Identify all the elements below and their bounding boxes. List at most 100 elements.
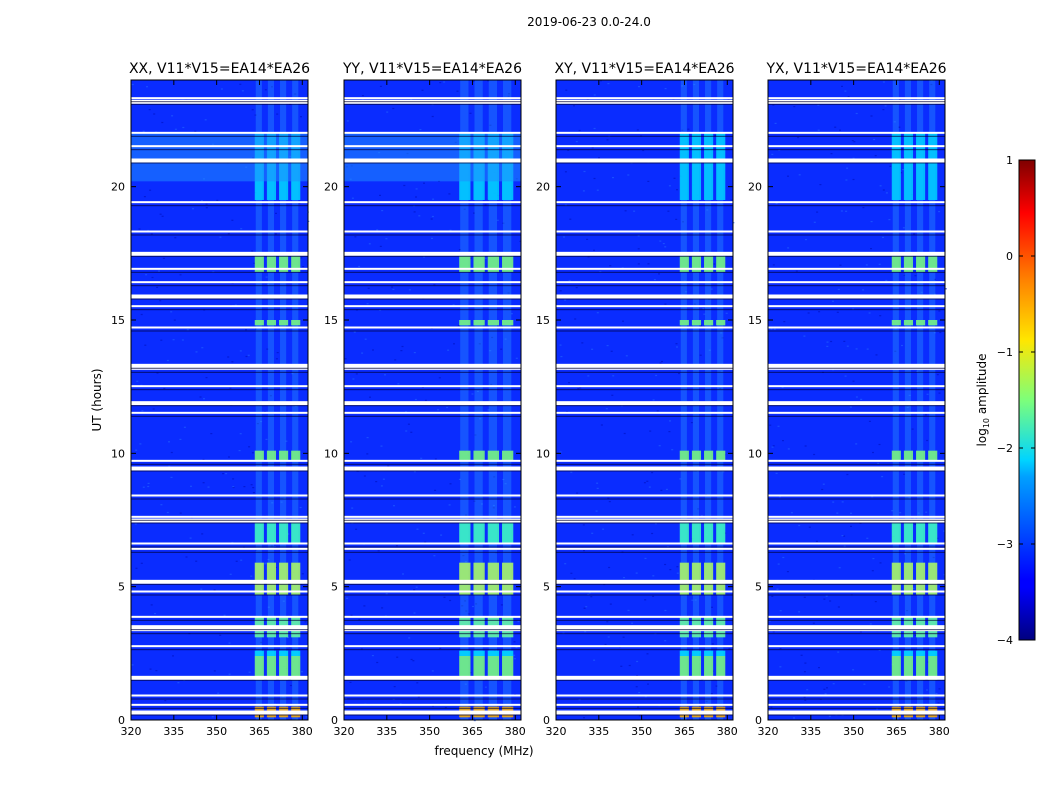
noise-speck bbox=[823, 688, 826, 690]
dark-row bbox=[344, 162, 521, 164]
noise-speck bbox=[255, 549, 258, 551]
dark-row bbox=[344, 679, 521, 681]
noise-speck bbox=[402, 573, 404, 575]
noise-speck bbox=[379, 309, 382, 311]
noise-speck bbox=[239, 350, 242, 352]
noise-speck bbox=[936, 374, 939, 376]
colorbar-tick-label: −2 bbox=[997, 442, 1013, 455]
dark-row bbox=[556, 285, 733, 287]
noise-speck bbox=[260, 420, 263, 423]
band-block bbox=[473, 320, 485, 326]
dark-row bbox=[768, 271, 945, 273]
noise-speck bbox=[816, 211, 819, 213]
dark-row bbox=[768, 498, 945, 500]
dark-row bbox=[344, 285, 521, 287]
colorbar-label-prefix: log bbox=[975, 428, 989, 446]
y-tick-label: 15 bbox=[536, 314, 550, 327]
noise-speck bbox=[433, 284, 436, 286]
band-block bbox=[716, 650, 726, 656]
noise-speck bbox=[583, 550, 585, 552]
noise-speck bbox=[658, 445, 661, 447]
band-block bbox=[928, 320, 938, 326]
noise-speck bbox=[300, 257, 303, 259]
noise-speck bbox=[305, 716, 308, 718]
noise-speck bbox=[243, 486, 246, 488]
band-block bbox=[459, 320, 471, 326]
band-block bbox=[704, 450, 714, 460]
dark-row bbox=[556, 298, 733, 300]
noise-speck bbox=[201, 533, 204, 535]
band-block bbox=[679, 562, 689, 595]
noise-speck bbox=[513, 641, 516, 643]
noise-speck bbox=[144, 344, 147, 346]
y-tick-label: 10 bbox=[324, 447, 338, 460]
dark-row bbox=[344, 255, 521, 257]
flagged-row bbox=[131, 542, 308, 545]
band-block bbox=[279, 656, 289, 680]
noise-speck bbox=[938, 688, 941, 690]
noise-speck bbox=[251, 109, 254, 111]
band-block bbox=[716, 522, 726, 544]
noise-speck bbox=[200, 200, 203, 202]
dark-row bbox=[556, 498, 733, 500]
noise-speck bbox=[265, 256, 268, 258]
noise-speck bbox=[507, 292, 510, 294]
noise-speck bbox=[563, 236, 565, 238]
noise-speck bbox=[813, 453, 816, 456]
band-block bbox=[254, 450, 264, 460]
noise-speck bbox=[302, 266, 305, 268]
noise-speck bbox=[667, 210, 670, 212]
noise-speck bbox=[635, 686, 638, 688]
noise-speck bbox=[902, 169, 904, 171]
noise-speck bbox=[213, 670, 216, 672]
band-block bbox=[916, 562, 926, 595]
band-block bbox=[691, 320, 702, 326]
noise-speck bbox=[205, 207, 208, 209]
band-block bbox=[473, 450, 485, 460]
noise-speck bbox=[581, 342, 584, 344]
dark-row bbox=[768, 405, 945, 407]
noise-speck bbox=[908, 497, 911, 499]
y-tick-label: 20 bbox=[536, 181, 550, 194]
noise-speck bbox=[899, 512, 902, 514]
noise-speck bbox=[644, 696, 647, 698]
noise-speck bbox=[469, 257, 472, 259]
noise-speck bbox=[602, 528, 605, 530]
noise-speck bbox=[605, 408, 608, 410]
dark-row bbox=[768, 285, 945, 287]
noise-speck bbox=[228, 642, 231, 644]
noise-speck bbox=[582, 524, 585, 526]
noise-speck bbox=[232, 486, 235, 489]
flagged-row bbox=[556, 158, 733, 163]
band-block bbox=[487, 450, 500, 460]
band-block bbox=[716, 656, 726, 680]
noise-speck bbox=[265, 276, 268, 278]
noise-speck bbox=[878, 443, 881, 446]
flagged-row bbox=[344, 542, 521, 545]
dark-row bbox=[344, 629, 521, 631]
noise-speck bbox=[585, 606, 588, 608]
x-tick-label: 320 bbox=[546, 725, 567, 738]
flagged-row bbox=[131, 401, 308, 406]
y-tick-label: 10 bbox=[111, 447, 125, 460]
y-tick-label: 0 bbox=[755, 714, 762, 727]
noise-speck bbox=[500, 604, 503, 606]
noise-speck bbox=[584, 631, 587, 633]
noise-speck bbox=[635, 572, 638, 574]
dark-row bbox=[344, 405, 521, 407]
noise-speck bbox=[439, 647, 442, 649]
noise-speck bbox=[804, 445, 807, 447]
noise-speck bbox=[194, 130, 197, 132]
noise-speck bbox=[449, 599, 452, 602]
noise-speck bbox=[372, 349, 374, 351]
dark-row bbox=[768, 415, 945, 417]
noise-speck bbox=[676, 566, 679, 568]
noise-speck bbox=[824, 693, 827, 695]
noise-speck bbox=[376, 661, 379, 664]
noise-speck bbox=[845, 179, 848, 181]
noise-speck bbox=[783, 321, 786, 323]
noise-speck bbox=[874, 155, 877, 157]
noise-speck bbox=[656, 410, 659, 412]
noise-speck bbox=[355, 373, 358, 375]
flagged-row bbox=[556, 459, 733, 462]
